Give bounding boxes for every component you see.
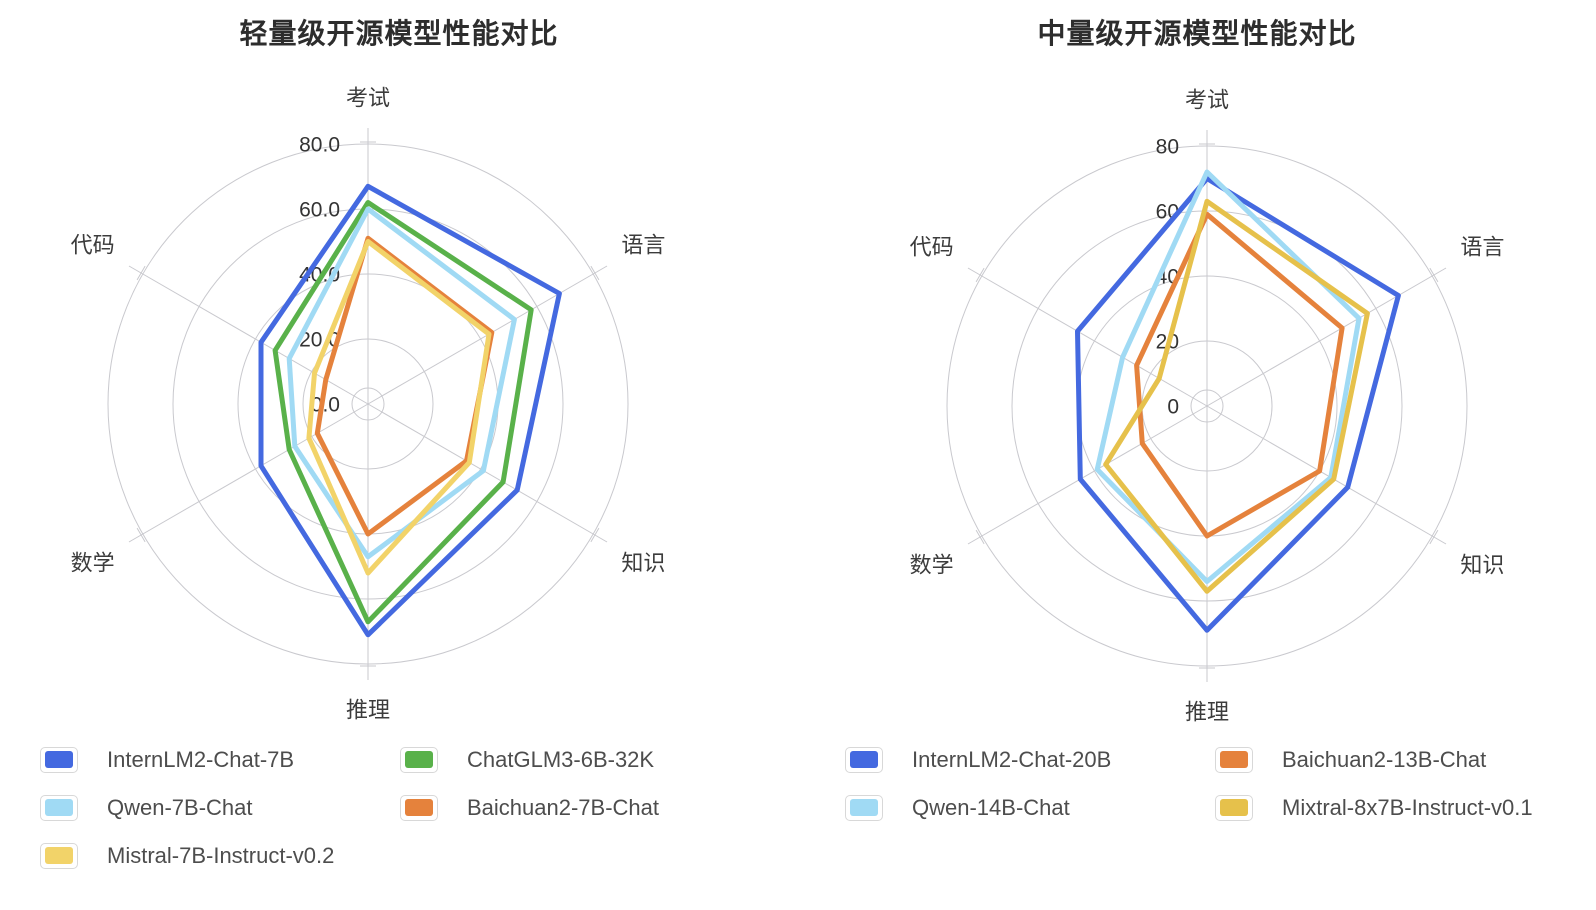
legend-label: Baichuan2-13B-Chat [1282,746,1487,772]
legend-swatch-fill [405,799,433,816]
legend-item-mixtral-8x7b-instruct-v0-1[interactable]: Mixtral-8x7B-Instruct-v0.1 [1215,788,1533,827]
series-line-qwen-14b-chat [1094,169,1362,584]
chart-title-mediumweight: 中量级开源模型性能对比 [1037,18,1357,49]
legend-swatch-fill [45,751,73,768]
axis-name-label: 代码 [71,233,115,258]
axis-name-label: 语言 [621,233,665,258]
legend-item-internlm2-chat-20b[interactable]: InternLM2-Chat-20B [845,740,1215,779]
chart-title-lightweight: 轻量级开源模型性能对比 [239,18,559,49]
legend-swatch-fill [45,847,73,864]
legend-label: Qwen-14B-Chat [912,794,1070,820]
legend-lightweight: InternLM2-Chat-7B ChatGLM3-6B-32K Qwen-7B-… [40,740,659,875]
legend-color-swatch-icon [1215,746,1253,773]
axis-end-tick [1429,267,1439,283]
series-line-chatglm3-6b-32k [272,200,534,625]
series-line-baichuan2-13b-chat [1134,211,1345,539]
radial-tick-label: 60.0 [299,198,340,221]
legend-item-qwen-7b-chat[interactable]: Qwen-7B-Chat [40,788,400,827]
series-line-mixtral-8x7b-instruct-v0-1 [1103,198,1370,594]
legend-mediumweight: InternLM2-Chat-20B Baichuan2-13B-Chat Qwen… [845,740,1533,827]
series-line-mistral-7b-instruct-v0-2 [306,239,492,576]
legend-label: InternLM2-Chat-20B [912,746,1112,772]
legend-swatch-fill [405,751,433,768]
legend-label: Mistral-7B-Instruct-v0.2 [107,842,335,868]
legend-swatch-fill [850,799,878,816]
axis-name-label: 数学 [71,551,115,576]
series-group [1075,169,1401,633]
legend-swatch-fill [850,751,878,768]
series-group [258,183,562,638]
panel-lightweight-models: 轻量级开源模型性能对比 考试 语言 知识 推理 数学 代码 0.0 20.0 40.0 60.0 8… [40,18,666,875]
axis-end-tick [136,265,146,281]
legend-color-swatch-icon [40,842,78,869]
axis-name-label: 考试 [346,86,390,111]
series-line-baichuan2-7b-chat [314,235,495,537]
legend-item-qwen-14b-chat[interactable]: Qwen-14B-Chat [845,788,1215,827]
legend-label: Qwen-7B-Chat [107,794,253,820]
legend-item-chatglm3-6b-32k[interactable]: ChatGLM3-6B-32K [400,740,659,779]
axis-end-tick [590,265,600,281]
series-line-qwen-7b-chat [286,206,517,560]
legend-color-swatch-icon [400,746,438,773]
series-line-internlm2-chat-7b [258,183,562,638]
axis-end-tick [1429,529,1439,545]
radial-tick-label: 0 [1167,395,1179,418]
radial-tick-label: 0.0 [311,393,340,416]
series-line-internlm2-chat-20b [1075,176,1401,633]
axis-name-label: 推理 [1185,700,1229,725]
legend-label: Baichuan2-7B-Chat [467,794,660,820]
legend-color-swatch-icon [1215,794,1253,821]
legend-item-baichuan2-7b-chat[interactable]: Baichuan2-7B-Chat [400,788,659,827]
axis-name-label: 数学 [910,553,954,578]
legend-swatch-fill [45,799,73,816]
legend-color-swatch-icon [845,794,883,821]
panel-mediumweight-models: 中量级开源模型性能对比 考试 语言 知识 推理 数学 代码 0 20 40 60 80 Intern… [798,0,1596,910]
axis-end-tick [136,527,146,543]
axis-name-label: 考试 [1185,88,1229,113]
legend-color-swatch-icon [40,746,78,773]
axis-name-label: 知识 [621,551,665,576]
legend-label: Mixtral-8x7B-Instruct-v0.1 [1282,794,1533,820]
legend-color-swatch-icon [845,746,883,773]
axis-name-label: 知识 [1460,553,1504,578]
axis-name-label: 代码 [910,235,954,260]
legend-label: ChatGLM3-6B-32K [467,746,655,772]
axis-name-label: 推理 [346,698,390,723]
legend-item-mistral-7b-instruct-v0-2[interactable]: Mistral-7B-Instruct-v0.2 [40,836,400,875]
legend-item-baichuan2-13b-chat[interactable]: Baichuan2-13B-Chat [1215,740,1533,779]
radar-axes [967,130,1447,682]
radial-tick-label: 80 [1156,135,1179,158]
axis-end-tick [590,527,600,543]
legend-swatch-fill [1220,751,1248,768]
legend-label: InternLM2-Chat-7B [107,746,295,772]
axis-end-tick [975,267,985,283]
legend-item-internlm2-chat-7b[interactable]: InternLM2-Chat-7B [40,740,400,779]
legend-color-swatch-icon [40,794,78,821]
legend-swatch-fill [1220,799,1248,816]
legend-color-swatch-icon [400,794,438,821]
axis-end-tick [975,529,985,545]
axis-name-label: 语言 [1460,235,1504,260]
radial-tick-label: 80.0 [299,133,340,156]
